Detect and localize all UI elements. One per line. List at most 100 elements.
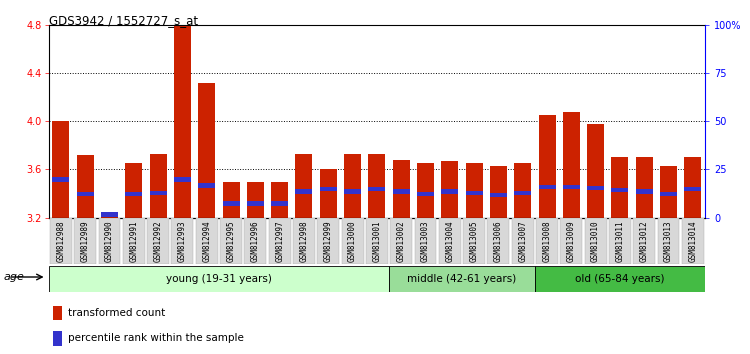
Text: GSM813007: GSM813007 <box>518 220 527 262</box>
Bar <box>368 187 386 191</box>
Bar <box>101 212 118 217</box>
Text: GSM812996: GSM812996 <box>251 220 260 262</box>
FancyBboxPatch shape <box>390 218 412 264</box>
FancyBboxPatch shape <box>609 218 631 264</box>
FancyBboxPatch shape <box>488 218 509 264</box>
Bar <box>247 182 264 218</box>
Bar <box>562 184 580 189</box>
Bar <box>320 187 337 191</box>
Bar <box>514 164 531 218</box>
Text: GSM813006: GSM813006 <box>494 220 503 262</box>
Bar <box>368 154 386 218</box>
FancyBboxPatch shape <box>536 218 558 264</box>
FancyBboxPatch shape <box>389 266 535 292</box>
FancyBboxPatch shape <box>293 218 315 264</box>
Text: GSM813012: GSM813012 <box>640 220 649 262</box>
Text: percentile rank within the sample: percentile rank within the sample <box>68 333 243 343</box>
Bar <box>198 82 215 218</box>
Text: young (19-31 years): young (19-31 years) <box>166 274 272 284</box>
Bar <box>538 184 556 189</box>
FancyBboxPatch shape <box>244 218 266 264</box>
Bar <box>149 190 166 195</box>
FancyBboxPatch shape <box>50 218 72 264</box>
Text: GSM813003: GSM813003 <box>421 220 430 262</box>
FancyBboxPatch shape <box>172 218 194 264</box>
Text: GSM812991: GSM812991 <box>129 220 138 262</box>
FancyBboxPatch shape <box>49 266 389 292</box>
Text: GSM812988: GSM812988 <box>56 220 65 262</box>
Bar <box>490 193 507 197</box>
FancyBboxPatch shape <box>560 218 582 264</box>
FancyBboxPatch shape <box>317 218 339 264</box>
Bar <box>441 161 458 218</box>
Text: GSM813008: GSM813008 <box>542 220 551 262</box>
FancyBboxPatch shape <box>220 218 242 264</box>
Bar <box>296 189 313 194</box>
Bar <box>223 182 239 218</box>
Bar <box>490 166 507 218</box>
Bar <box>417 164 434 218</box>
Text: age: age <box>4 272 25 282</box>
Text: GSM812999: GSM812999 <box>324 220 333 262</box>
Bar <box>296 154 313 218</box>
Bar <box>344 154 361 218</box>
Bar <box>101 212 118 218</box>
FancyBboxPatch shape <box>512 218 534 264</box>
Bar <box>514 190 531 195</box>
Bar <box>53 306 62 320</box>
FancyBboxPatch shape <box>123 218 145 264</box>
Bar <box>441 189 458 194</box>
Text: GSM812995: GSM812995 <box>226 220 236 262</box>
Bar <box>53 177 70 182</box>
Text: GSM813013: GSM813013 <box>664 220 673 262</box>
Bar <box>466 190 482 195</box>
Text: old (65-84 years): old (65-84 years) <box>575 274 664 284</box>
Bar <box>125 164 142 218</box>
FancyBboxPatch shape <box>196 218 217 264</box>
FancyBboxPatch shape <box>658 218 680 264</box>
Text: GSM813000: GSM813000 <box>348 220 357 262</box>
Bar <box>76 155 94 218</box>
Bar <box>611 158 628 218</box>
Bar <box>247 201 264 206</box>
Bar <box>149 154 166 218</box>
Bar <box>174 177 191 182</box>
Bar <box>272 182 288 218</box>
Bar <box>320 170 337 218</box>
Bar <box>587 186 604 190</box>
Bar <box>660 166 677 218</box>
Bar <box>53 331 62 346</box>
Text: GSM813014: GSM813014 <box>688 220 698 262</box>
Text: GSM812994: GSM812994 <box>202 220 211 262</box>
Text: GSM812993: GSM812993 <box>178 220 187 262</box>
Bar <box>684 187 701 191</box>
FancyBboxPatch shape <box>439 218 460 264</box>
Text: GSM813001: GSM813001 <box>372 220 381 262</box>
Text: GSM812989: GSM812989 <box>81 220 90 262</box>
FancyBboxPatch shape <box>464 218 485 264</box>
Text: GSM813009: GSM813009 <box>567 220 576 262</box>
Bar <box>393 160 410 218</box>
Bar <box>272 201 288 206</box>
Text: GSM812992: GSM812992 <box>154 220 163 262</box>
Text: GSM812998: GSM812998 <box>299 220 308 262</box>
Bar <box>393 189 410 194</box>
FancyBboxPatch shape <box>366 218 388 264</box>
Bar <box>223 201 239 206</box>
FancyBboxPatch shape <box>682 218 703 264</box>
Bar <box>466 164 482 218</box>
FancyBboxPatch shape <box>585 218 607 264</box>
Bar <box>76 192 94 196</box>
Bar <box>636 189 652 194</box>
Text: GSM812997: GSM812997 <box>275 220 284 262</box>
Text: GSM812990: GSM812990 <box>105 220 114 262</box>
FancyBboxPatch shape <box>268 218 290 264</box>
Bar <box>587 124 604 218</box>
Text: GSM813011: GSM813011 <box>616 220 625 262</box>
Bar <box>636 158 652 218</box>
FancyBboxPatch shape <box>98 218 121 264</box>
FancyBboxPatch shape <box>535 266 705 292</box>
FancyBboxPatch shape <box>415 218 436 264</box>
Bar <box>125 192 142 196</box>
Text: transformed count: transformed count <box>68 308 165 318</box>
